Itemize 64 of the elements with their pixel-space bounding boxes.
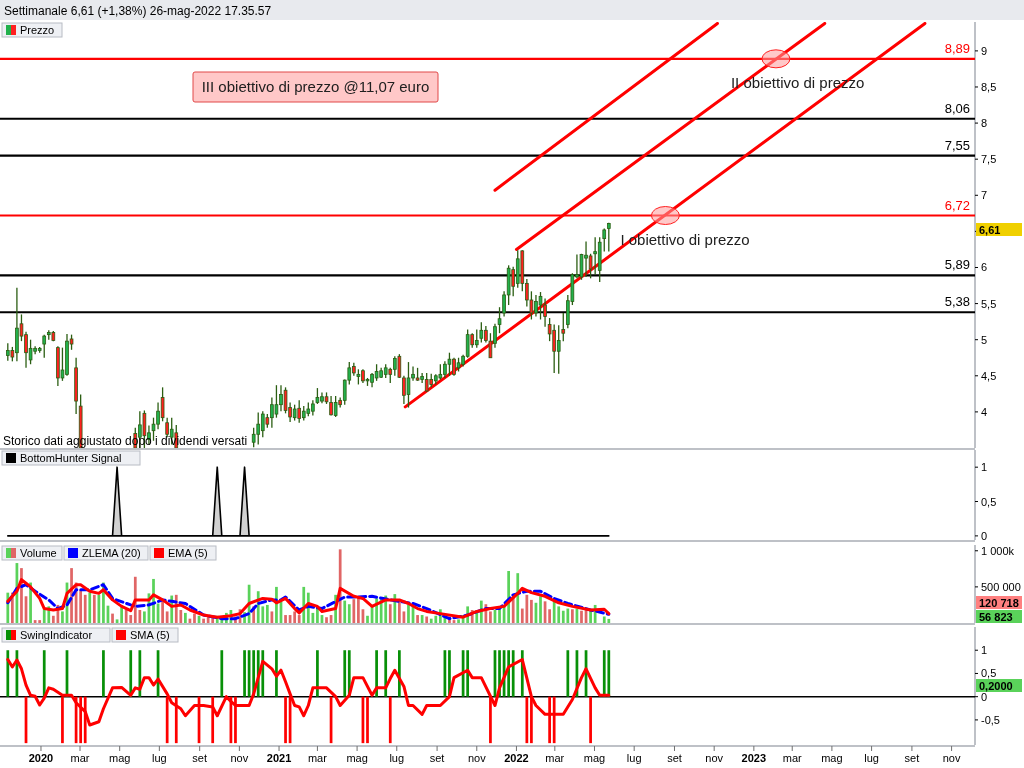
- y-tick-label: 0,5: [981, 495, 997, 508]
- note-box: III obiettivo di prezzo @11,07 euro: [192, 71, 439, 103]
- y-tick-label: 5,5: [981, 297, 997, 310]
- x-tick-label: lug: [864, 752, 879, 764]
- x-tick-label: 2020: [28, 752, 54, 764]
- x-tick-label: lug: [152, 752, 167, 764]
- y-tick-label: 5: [981, 333, 988, 346]
- chart-title: Settimanale 6,61 (+1,38%) 26-mag-2022 17.35.57: [4, 4, 272, 18]
- y-tick-label: 1: [981, 461, 988, 474]
- ref-line-label: 7,55: [944, 137, 970, 153]
- y-tick-label: 1: [981, 644, 988, 657]
- y-tick-label: 9: [981, 44, 988, 57]
- text: 6,61: [979, 224, 1001, 236]
- y-tick-label: 8,5: [981, 80, 997, 93]
- annotation: I obiettivo di prezzo: [620, 230, 750, 248]
- y-tick-label: 0: [981, 690, 988, 703]
- text: 0,2000: [979, 680, 1013, 692]
- annotation: III obiettivo di prezzo @11,07 euro: [201, 78, 430, 95]
- x-tick-label: nov: [705, 752, 724, 764]
- legend-label: ZLEMA (20): [82, 547, 141, 559]
- x-tick-label: set: [192, 752, 208, 764]
- y-tick-label: 0: [981, 529, 988, 542]
- ref-line-label: 8,89: [944, 40, 970, 56]
- y-tick-label: 6: [981, 261, 988, 274]
- y-tick-label: 4,5: [981, 369, 997, 382]
- x-tick-label: nov: [467, 752, 487, 764]
- x-tick-label: mar: [782, 752, 803, 764]
- ref-line-label: 8,06: [944, 100, 970, 116]
- x-tick-label: mag: [346, 752, 368, 764]
- text: 120 718: [979, 597, 1019, 609]
- x-tick-label: mag: [821, 752, 843, 764]
- legend-label: SMA (5): [130, 629, 170, 641]
- x-tick-label: set: [429, 752, 445, 764]
- y-tick-label: 7: [981, 189, 988, 202]
- legend-label: SwingIndicator: [20, 629, 93, 641]
- x-tick-label: mar: [70, 752, 90, 764]
- ref-line-label: 6,72: [944, 197, 970, 213]
- x-tick-label: nov: [230, 752, 249, 764]
- legend-label: Volume: [20, 547, 57, 559]
- x-tick-label: nov: [942, 752, 961, 764]
- x-tick-label: set: [904, 752, 920, 764]
- y-tick-label: 1 000k: [981, 544, 1015, 557]
- y-tick-label: 7,5: [981, 153, 997, 166]
- ref-line-label: 5,89: [944, 257, 970, 273]
- ref-line-label: 5,38: [944, 294, 970, 310]
- x-tick-label: 2022: [504, 752, 529, 764]
- x-tick-label: mar: [545, 752, 565, 764]
- y-tick-label: 4: [981, 405, 988, 418]
- x-tick-label: mag: [583, 752, 606, 764]
- x-tick-label: lug: [389, 752, 405, 764]
- x-tick-label: 2021: [266, 752, 292, 764]
- x-tick-label: lug: [626, 752, 642, 764]
- y-tick-label: 8: [981, 117, 988, 130]
- text: 56 823: [979, 611, 1013, 623]
- y-tick-label: -0,5: [981, 713, 1000, 726]
- x-tick-label: 2023: [741, 752, 767, 764]
- x-tick-label: mag: [108, 752, 131, 764]
- y-tick-label: 0,5: [981, 667, 997, 680]
- x-tick-label: set: [667, 752, 682, 764]
- x-tick-label: mar: [307, 752, 328, 764]
- legend-label: EMA (5): [168, 547, 208, 559]
- y-tick-label: 500 000: [981, 580, 1021, 593]
- legend-label: Prezzo: [20, 24, 55, 36]
- legend-label: BottomHunter Signal: [20, 452, 122, 464]
